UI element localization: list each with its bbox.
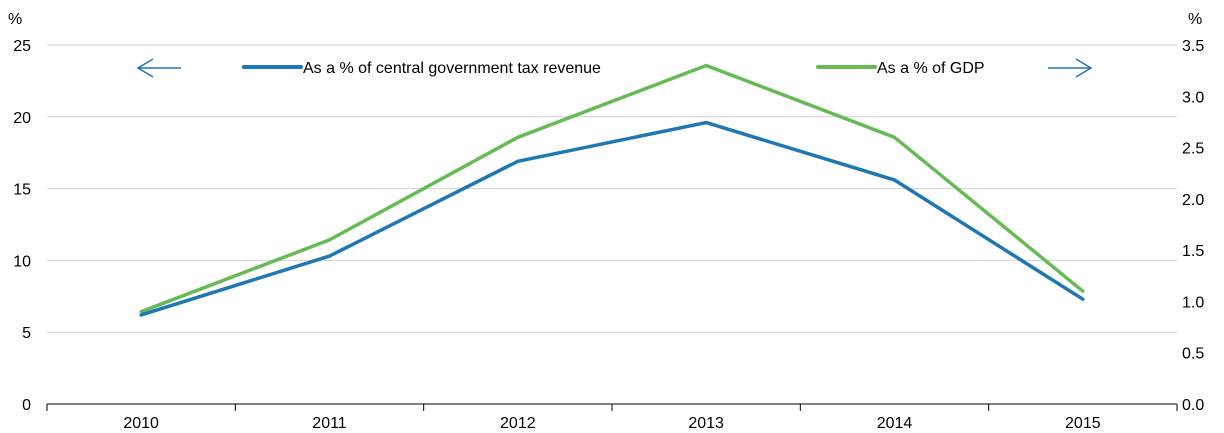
left-tick-label: 10 — [13, 253, 31, 270]
right-tick-label: 3.0 — [1182, 89, 1204, 106]
right-tick-label: 2.0 — [1182, 192, 1204, 209]
series-line — [139, 120, 1085, 317]
gridlines — [47, 44, 1177, 333]
right-tick-label: 0.0 — [1182, 397, 1204, 414]
legend-item-gdp: As a % of GDP — [816, 60, 985, 77]
right-tick-label: 3.5 — [1182, 38, 1204, 55]
left-tick-label: 25 — [13, 38, 31, 55]
legend-label-gdp: As a % of GDP — [877, 60, 985, 77]
series-lines — [139, 63, 1085, 317]
right-axis-unit: % — [1188, 11, 1202, 28]
left-tick-label: 15 — [13, 182, 31, 199]
right-tick-label: 0.5 — [1182, 346, 1204, 363]
legend: As a % of central government tax revenue… — [136, 58, 1093, 78]
right-axis-ticks: 0.0 0.5 1.0 1.5 2.0 2.5 3.0 3.5 — [1182, 38, 1204, 414]
right-tick-label: 1.5 — [1182, 243, 1204, 260]
x-tick-label: 2015 — [1065, 415, 1101, 432]
left-tick-label: 0 — [22, 397, 31, 414]
x-tick-label: 2011 — [312, 415, 347, 432]
series-line — [139, 63, 1085, 314]
left-axis-ticks: 0 5 10 15 20 25 — [13, 38, 31, 414]
x-tick-label: 2013 — [688, 415, 724, 432]
legend-item-tax-revenue: As a % of central government tax revenue — [242, 60, 601, 77]
legend-label-tax-revenue: As a % of central government tax revenue — [303, 60, 601, 77]
left-tick-label: 20 — [13, 110, 31, 127]
left-axis-unit: % — [8, 11, 22, 28]
x-tick-label: 2012 — [500, 415, 536, 432]
x-axis-ticks: 2010 2011 2012 2013 2014 2015 — [46, 404, 1178, 432]
arrow-right-icon — [1048, 58, 1093, 78]
left-tick-label: 5 — [22, 325, 31, 342]
x-tick-label: 2010 — [123, 415, 159, 432]
arrow-left-icon — [136, 58, 181, 78]
x-tick-label: 2014 — [877, 415, 913, 432]
right-tick-label: 1.0 — [1182, 294, 1204, 311]
right-tick-label: 2.5 — [1182, 141, 1204, 158]
